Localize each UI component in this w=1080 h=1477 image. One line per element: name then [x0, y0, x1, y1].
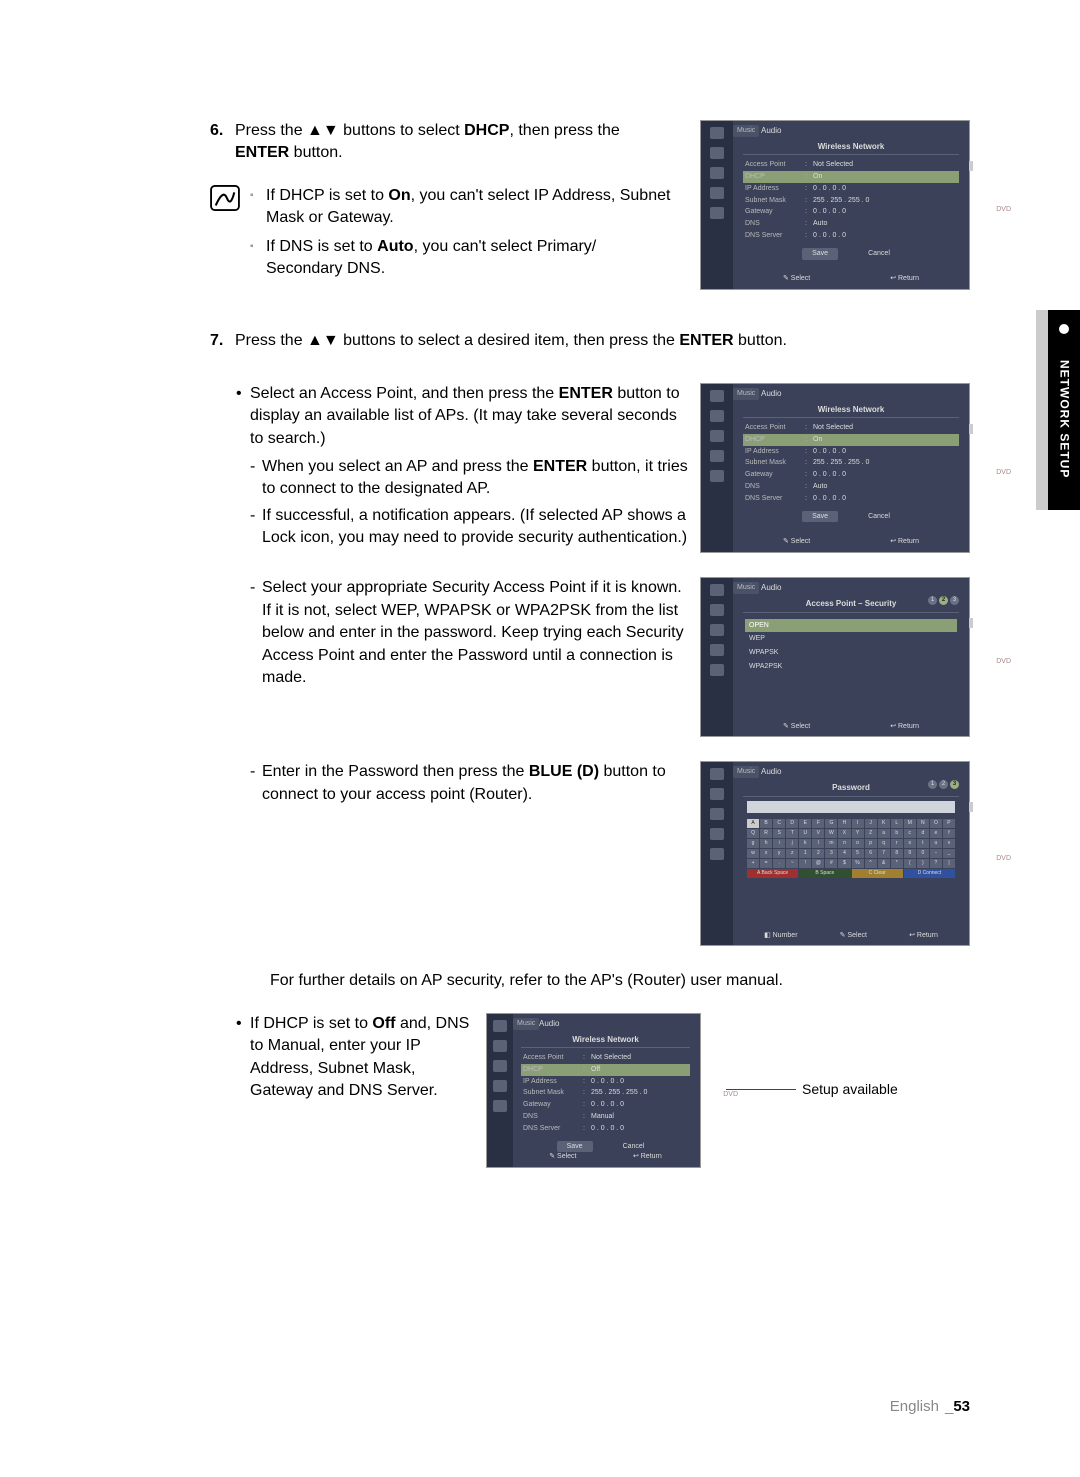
b1-d1: When you select an AP and press the ENTE…	[262, 456, 690, 501]
bullet-password: -Enter in the Password then press the BL…	[236, 761, 970, 946]
screenshot-security: Music Audio 123 Access Point – Security …	[700, 577, 970, 737]
step-7-text: Press the ▲▼ buttons to select a desired…	[235, 330, 970, 352]
note-bullet: ▪	[250, 189, 266, 230]
b3-text: Enter in the Password then press the BLU…	[262, 761, 690, 806]
screenshot-wireless-on: Music Audio Wireless Network Access Poin…	[700, 120, 970, 290]
note-bullet: ▪	[250, 240, 266, 281]
bullet-security: -Select your appropriate Security Access…	[236, 577, 970, 737]
page-number: English_53	[890, 1396, 970, 1417]
b1-text: Select an Access Point, and then press t…	[250, 383, 690, 450]
note-1: If DHCP is set to On, you can't select I…	[266, 185, 675, 230]
screenshot-wireless-2: Music Audio Wireless Network Access Poin…	[700, 383, 970, 553]
b2-text: Select your appropriate Security Access …	[262, 577, 690, 689]
bullet-dhcp-off: •If DHCP is set to Off and, DNS to Manua…	[236, 1013, 970, 1168]
step-7-num: 7.	[210, 330, 235, 362]
note-2: If DNS is set to Auto, you can't select …	[266, 236, 675, 281]
b1-d2: If successful, a notification appears. (…	[262, 505, 690, 550]
b4-text: If DHCP is set to Off and, DNS to Manual…	[250, 1013, 476, 1103]
step-6-num: 6.	[210, 120, 235, 165]
screenshot-wireless-off: Music Audio Wireless Network Access Poin…	[486, 1013, 701, 1168]
step-6-row: 6. Press the ▲▼ buttons to select DHCP, …	[210, 120, 970, 306]
bullet-access-point: •Select an Access Point, and then press …	[236, 383, 970, 554]
callout-setup: Setup available	[802, 1080, 898, 1100]
step-6-text: Press the ▲▼ buttons to select DHCP, the…	[235, 120, 690, 165]
screenshot-password: Music Audio 123 Password ABCDEFGHIJKLMNO…	[700, 761, 970, 946]
further-details: For further details on AP security, refe…	[270, 970, 970, 992]
note-icon	[210, 185, 250, 287]
